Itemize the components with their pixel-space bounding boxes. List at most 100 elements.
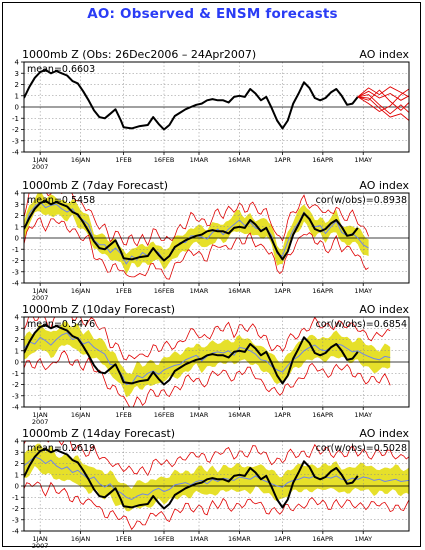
x-tick-label: 16FEB [154,156,175,164]
x-tick-label: 1JAN [33,287,48,295]
spread-upper-line [24,317,391,361]
forecast-member-line [357,89,409,112]
observed-line [24,199,359,262]
x-tick-year: 2007 [32,542,49,550]
y-tick-label: 3 [15,70,19,78]
y-tick-label: 4 [15,190,20,198]
y-tick-label: -1 [12,370,19,378]
panel-right-label: AO index [359,179,409,192]
x-tick-label: 16JAN [71,287,91,295]
x-tick-label: 16JAN [71,156,91,164]
y-tick-label: 0 [15,104,19,112]
y-tick-label: -1 [12,246,19,254]
x-tick-label: 1MAY [354,287,372,295]
ensemble-band [24,443,409,512]
panel-right-label: AO index [359,427,409,440]
y-tick-label: -2 [12,381,19,389]
x-tick-label: 1APR [274,156,292,164]
y-tick-label: -4 [12,528,20,536]
y-tick-label: -3 [12,268,19,276]
x-tick-year: 2007 [32,418,49,426]
x-tick-label: 16MAR [228,156,251,164]
observed-line [24,323,359,386]
x-tick-label: 1MAY [354,411,372,419]
figure-frame [2,2,421,547]
x-tick-label: 16FEB [154,535,175,543]
y-tick-label: 2 [15,81,19,89]
x-tick-label: 1MAY [354,535,372,543]
y-tick-label: 3 [15,201,19,209]
y-tick-label: 1 [15,92,19,100]
y-tick-label: -4 [12,404,20,412]
y-tick-label: -3 [12,392,19,400]
x-tick-year: 2007 [32,294,49,302]
x-tick-label: 1JAN [33,535,48,543]
x-tick-label: 16APR [312,287,334,295]
spread-lower-line [24,481,409,531]
x-tick-label: 1JAN [33,411,48,419]
panel-right-label: AO index [359,303,409,316]
forecast-member-line [357,88,409,113]
mean-label: mean=0.6603 [27,64,95,75]
x-tick-label: 1MAR [190,535,209,543]
panel-right-label: AO index [359,48,409,61]
y-tick-label: 4 [15,314,20,322]
panel-title: 1000mb Z (14day Forecast) [22,427,175,440]
x-tick-label: 16JAN [71,535,91,543]
x-tick-label: 16MAR [228,287,251,295]
x-tick-label: 16FEB [154,287,175,295]
plot-area [24,317,409,407]
y-tick-label: 0 [15,483,19,491]
y-tick-label: -3 [12,516,19,524]
x-tick-label: 1MAR [190,411,209,419]
x-tick-label: 16APR [312,535,334,543]
forecast-member-line [357,94,409,115]
correlation-label: cor(w/obs)=0.8938 [316,195,407,206]
forecast-member-line [357,96,409,121]
x-tick-label: 1MAY [354,156,372,164]
y-tick-label: -1 [12,494,19,502]
x-tick-label: 16MAR [228,411,251,419]
y-tick-label: 1 [15,471,19,479]
main-title: AO: Observed & ENSM forecasts [87,6,338,22]
ensemble-band [24,321,391,398]
plot-area [24,193,409,283]
y-tick-label: 3 [15,449,19,457]
x-tick-label: 1FEB [115,156,131,164]
x-tick-label: 16FEB [154,411,175,419]
y-tick-label: 2 [15,460,19,468]
plot-area [24,62,409,152]
y-tick-label: 1 [15,223,19,231]
spread-lower-line [24,216,369,280]
x-tick-label: 16APR [312,411,334,419]
mean-label: mean=0.2619 [27,443,95,454]
x-tick-label: 1FEB [115,535,131,543]
plot-area [24,441,409,531]
spread-lower-line [24,350,391,407]
y-tick-label: -2 [12,126,19,134]
x-tick-label: 1APR [274,535,292,543]
x-tick-year: 2007 [32,163,49,171]
y-tick-label: 4 [15,438,20,446]
panel-title: 1000mb Z (10day Forecast) [22,303,175,316]
observed-line [24,447,359,510]
y-tick-label: -1 [12,115,19,123]
panel-title: 1000mb Z (7day Forecast) [22,179,168,192]
y-tick-label: 0 [15,359,19,367]
x-tick-label: 16APR [312,156,334,164]
x-tick-label: 16JAN [71,411,91,419]
y-tick-label: 4 [15,59,20,67]
x-tick-label: 1MAR [190,287,209,295]
y-tick-label: -4 [12,280,20,288]
y-tick-label: -2 [12,505,19,513]
spread-upper-line [24,193,369,247]
x-tick-label: 16MAR [228,535,251,543]
x-tick-label: 1MAR [190,156,209,164]
x-tick-label: 1FEB [115,287,131,295]
correlation-label: cor(w/obs)=0.6854 [316,319,407,330]
